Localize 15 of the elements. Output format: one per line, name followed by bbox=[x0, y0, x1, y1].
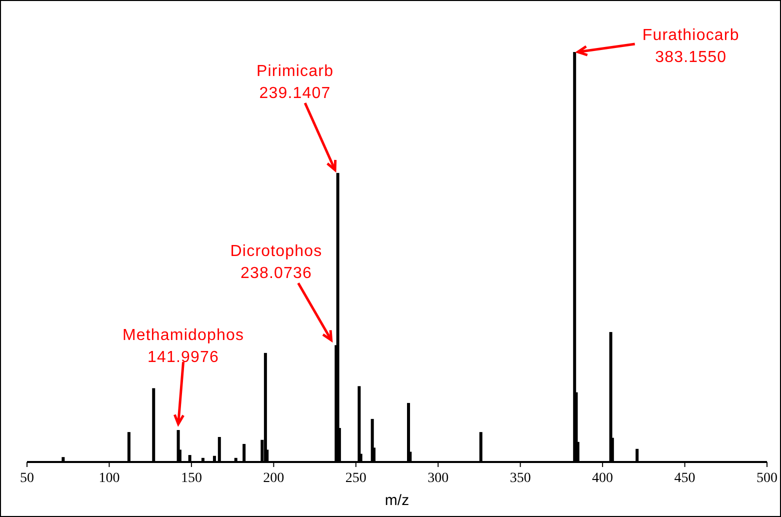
x-tick-label: 250 bbox=[345, 471, 366, 486]
x-tick-label: 150 bbox=[180, 471, 202, 486]
annotation: Pirimicarb 239.1407 bbox=[256, 62, 334, 102]
annotation: Dicrotophos 238.0736 bbox=[230, 243, 322, 282]
x-tick-label: 500 bbox=[756, 471, 778, 486]
annotation: Furathiocarb 383.1550 bbox=[642, 27, 740, 66]
x-tick-label: 450 bbox=[674, 471, 696, 486]
x-axis-title: m/z bbox=[384, 492, 410, 509]
x-tick-label: 100 bbox=[98, 471, 120, 486]
x-tick-label: 400 bbox=[592, 471, 614, 486]
x-tick-label: 300 bbox=[428, 471, 449, 486]
x-tick-label: 350 bbox=[510, 471, 531, 486]
annotation: Methamidophos 141.9976 bbox=[122, 327, 244, 366]
x-tick-label: 200 bbox=[263, 471, 284, 486]
x-tick-label: 50 bbox=[20, 471, 34, 486]
